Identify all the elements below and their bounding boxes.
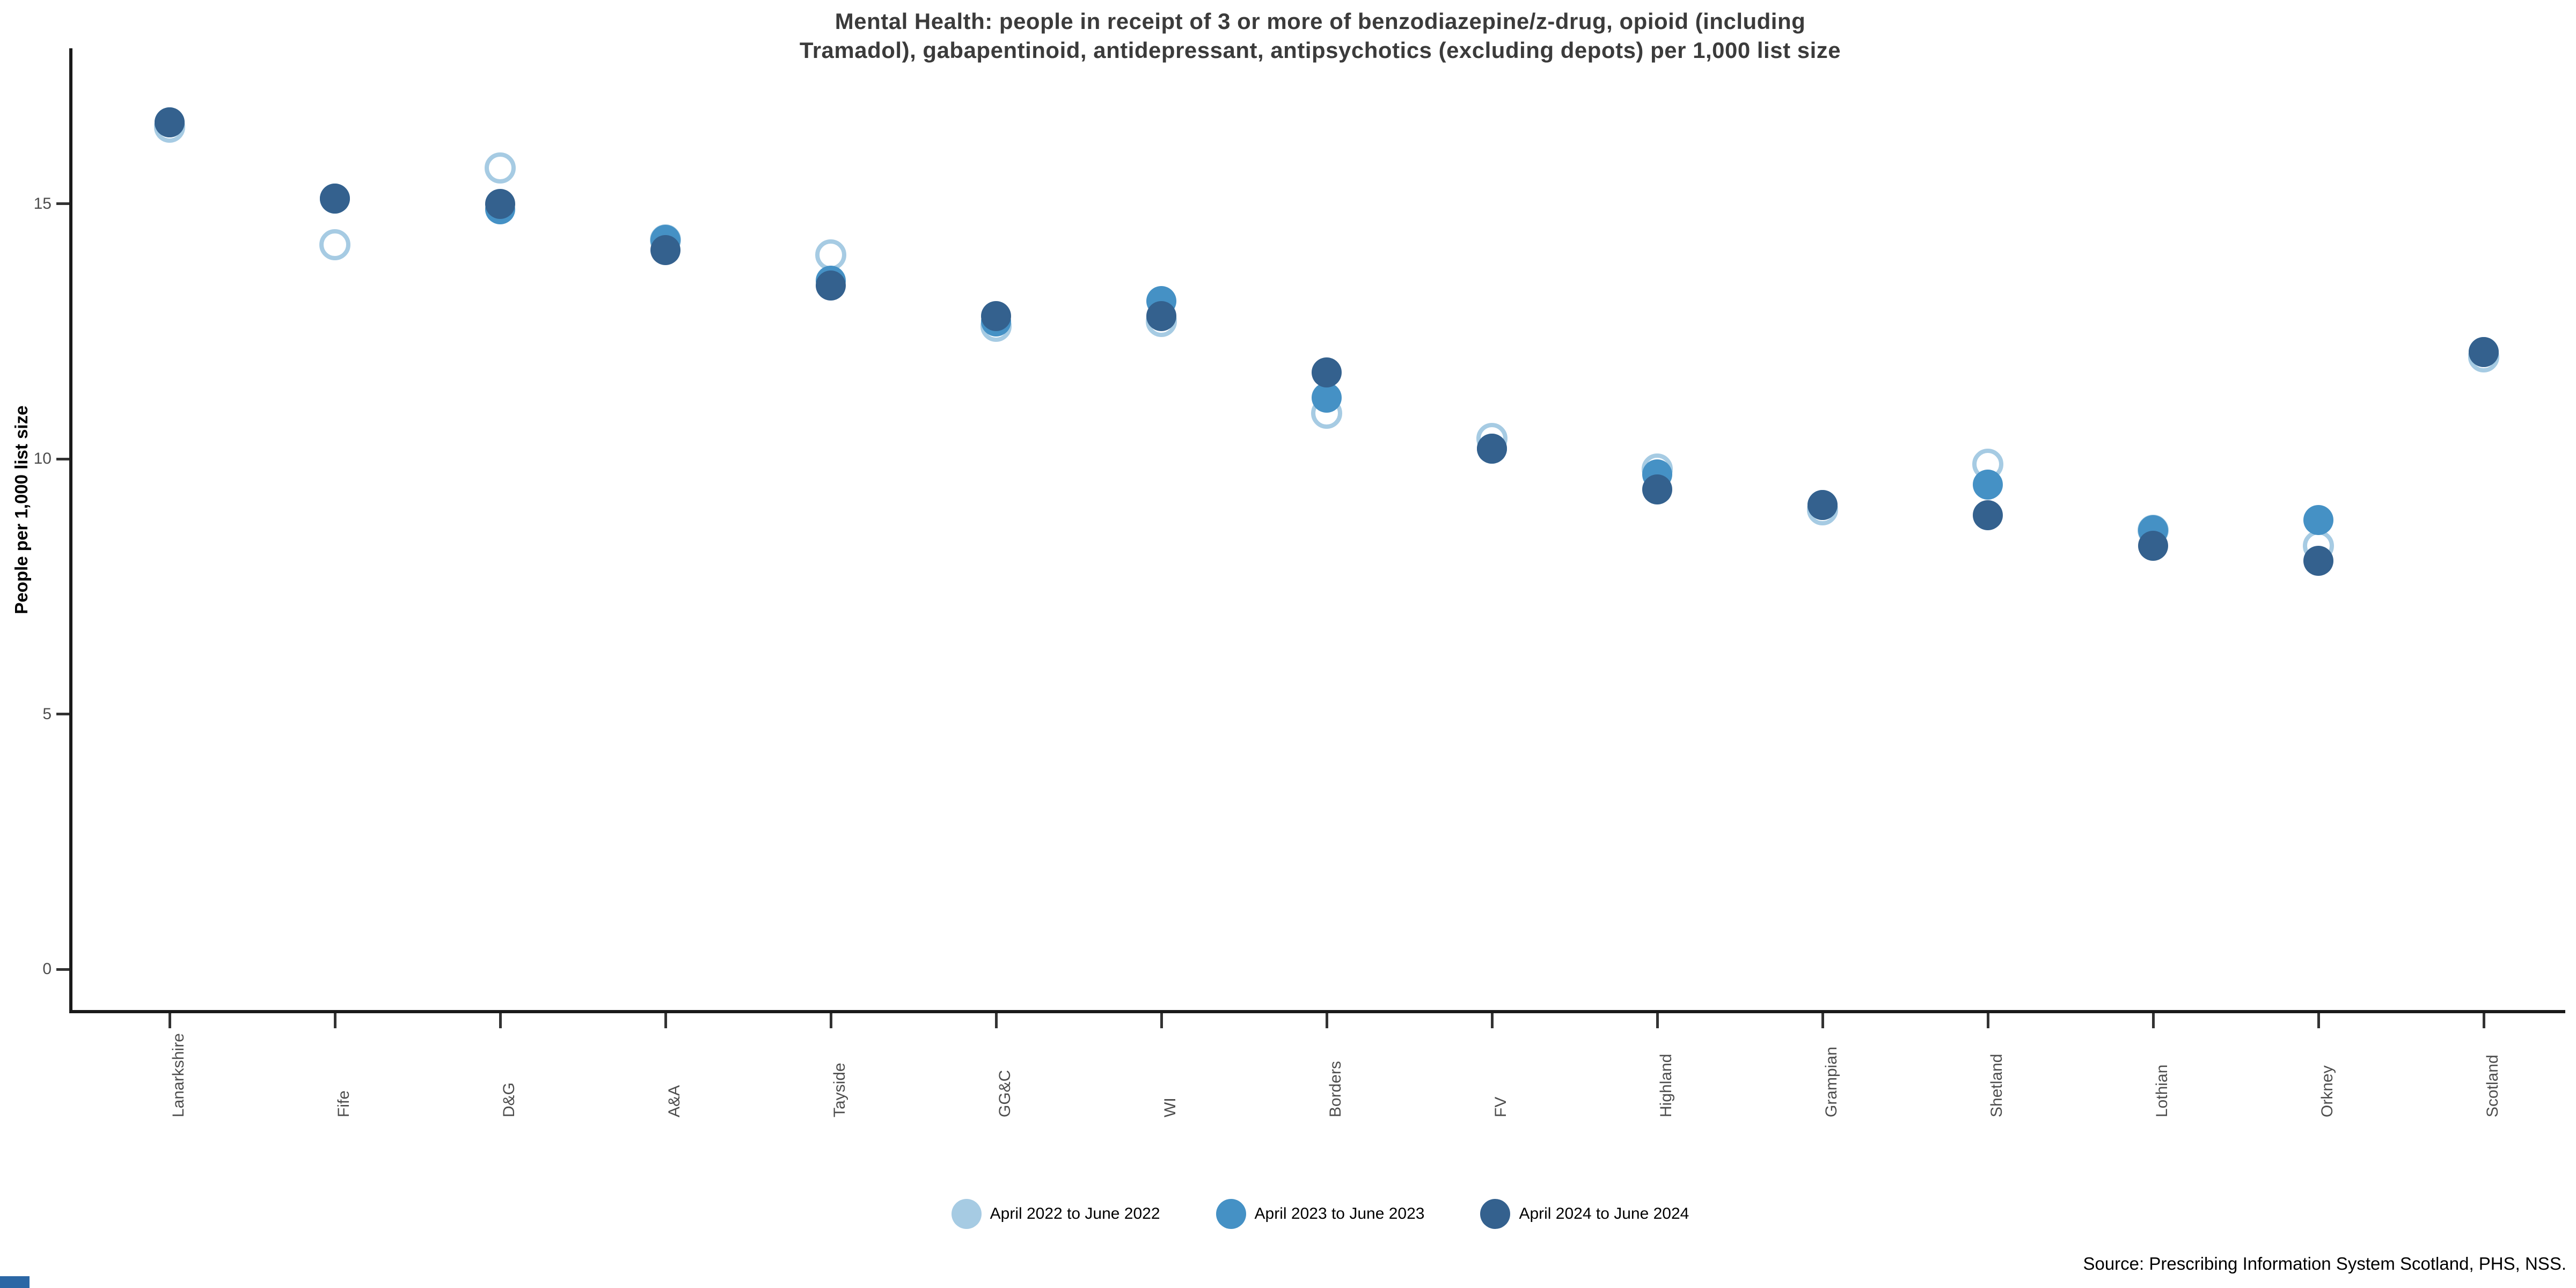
data-point-series1-Shetland (1973, 469, 2003, 500)
data-point-series2-FV (1477, 434, 1507, 464)
y-tick-mark-0 (56, 968, 69, 971)
x-category-label-0: Lanarkshire (170, 1033, 187, 1117)
legend: April 2022 to June 2022 April 2023 to Jun… (70, 1198, 2571, 1230)
data-point-series1-Borders (1312, 383, 1342, 413)
data-point-series0-Fife (319, 229, 350, 261)
legend-label-1: April 2023 to June 2023 (1254, 1205, 1425, 1223)
corner-accent (0, 1276, 30, 1288)
x-tick-mark-13 (2317, 1013, 2320, 1028)
x-tick-mark-0 (168, 1013, 171, 1028)
y-tick-label-15: 15 (33, 194, 52, 213)
x-category-label-1: Fife (335, 1090, 353, 1117)
x-category-label-11: Shetland (1988, 1053, 2006, 1117)
legend-swatch-icon-2 (1480, 1199, 1511, 1229)
data-point-series2-GG&C (981, 301, 1011, 332)
legend-label-2: April 2024 to June 2024 (1519, 1205, 1689, 1223)
legend-item-0: April 2022 to June 2022 (951, 1199, 1160, 1229)
x-axis-line (69, 1010, 2565, 1013)
y-tick-label-10: 10 (33, 450, 52, 468)
y-tick-mark-10 (56, 457, 69, 460)
x-category-label-12: Lothian (2153, 1064, 2171, 1117)
legend-item-2: April 2024 to June 2024 (1480, 1199, 1689, 1229)
source-note: Source: Prescribing Information System S… (2083, 1254, 2566, 1274)
x-category-label-14: Scotland (2484, 1055, 2501, 1117)
y-axis-title: People per 1,000 list size (11, 405, 31, 614)
x-tick-mark-10 (1821, 1013, 1824, 1028)
x-tick-mark-2 (499, 1013, 502, 1028)
x-category-label-7: Borders (1327, 1060, 1344, 1117)
data-point-series2-Lothian (2138, 530, 2168, 561)
data-point-series2-Borders (1312, 357, 1342, 387)
y-tick-mark-5 (56, 713, 69, 716)
x-tick-mark-14 (2482, 1013, 2485, 1028)
y-tick-label-5: 5 (42, 705, 52, 723)
x-tick-mark-8 (1490, 1013, 1494, 1028)
data-point-series2-Highland (1642, 474, 1672, 505)
chart-title-line-2: Tramadol), gabapentinoid, antidepressant… (799, 38, 1841, 63)
x-tick-mark-6 (1160, 1013, 1163, 1028)
y-tick-mark-15 (56, 202, 69, 206)
data-point-series2-Shetland (1973, 500, 2003, 530)
data-point-series2-A&A (650, 235, 680, 265)
x-tick-mark-5 (994, 1013, 998, 1028)
x-tick-mark-7 (1325, 1013, 1328, 1028)
x-category-label-9: Highland (1657, 1053, 1675, 1117)
data-point-series2-D&G (485, 188, 515, 219)
x-category-label-2: D&G (500, 1082, 518, 1117)
data-point-series1-Orkney (2303, 505, 2333, 536)
data-point-series2-Scotland (2469, 336, 2499, 367)
x-category-label-3: A&A (665, 1085, 683, 1117)
data-point-series2-Fife (320, 184, 350, 214)
x-tick-mark-3 (664, 1013, 667, 1028)
data-point-series0-D&G (485, 152, 516, 184)
x-category-label-5: GG&C (996, 1070, 1014, 1117)
x-category-label-13: Orkney (2318, 1065, 2336, 1117)
x-category-label-10: Grampian (1823, 1046, 1840, 1117)
data-point-series2-Tayside (816, 270, 846, 301)
data-point-series2-Grampian (1807, 489, 1838, 520)
chart-title-line-1: Mental Health: people in receipt of 3 or… (835, 9, 1806, 34)
x-category-label-4: Tayside (831, 1063, 848, 1117)
x-tick-mark-9 (1656, 1013, 1659, 1028)
legend-swatch-icon-1 (1216, 1199, 1246, 1229)
legend-swatch-icon-0 (951, 1199, 982, 1229)
data-point-series2-Lanarkshire (155, 107, 185, 137)
x-tick-mark-12 (2151, 1013, 2155, 1028)
x-tick-mark-1 (333, 1013, 336, 1028)
x-category-label-6: WI (1161, 1097, 1179, 1117)
legend-label-0: April 2022 to June 2022 (990, 1205, 1160, 1223)
x-tick-mark-4 (829, 1013, 832, 1028)
legend-item-1: April 2023 to June 2023 (1216, 1199, 1425, 1229)
data-point-series2-Orkney (2303, 546, 2333, 576)
data-point-series2-WI (1146, 301, 1176, 332)
x-tick-mark-11 (1986, 1013, 1989, 1028)
x-category-label-8: FV (1492, 1096, 1510, 1117)
y-axis-line (69, 48, 72, 1013)
y-tick-label-0: 0 (42, 960, 52, 978)
